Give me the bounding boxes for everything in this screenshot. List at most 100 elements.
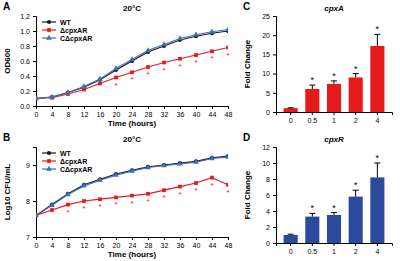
tick-label: 1.2 <box>20 13 30 20</box>
tick-mark <box>33 106 36 107</box>
tick: 44 <box>209 106 217 118</box>
tick-mark <box>290 243 291 246</box>
panel-letter: D <box>243 132 250 143</box>
tick: 16 <box>97 106 105 118</box>
tick-mark <box>312 243 313 246</box>
marker <box>129 56 135 61</box>
tick-label: 0 <box>266 240 270 247</box>
tick: 20 <box>113 237 121 249</box>
marker <box>98 197 102 201</box>
tick-mark <box>33 31 36 32</box>
tick-mark <box>273 16 276 17</box>
marker <box>161 162 167 167</box>
chart-title: 20°C <box>123 135 141 144</box>
x-axis-line <box>37 238 229 241</box>
tick-mark <box>164 237 165 240</box>
error-bar <box>377 34 378 46</box>
tick: 1 <box>332 243 336 255</box>
tick: 0 <box>266 109 276 116</box>
tick-label: 32 <box>161 111 169 118</box>
tick: 4 <box>375 243 379 255</box>
tick-mark <box>52 237 53 240</box>
tick: 12 <box>262 144 276 151</box>
y-axis: 0.00.20.40.60.81.01.2 <box>20 13 36 110</box>
tick-mark <box>33 237 36 238</box>
tick-label: 0 <box>289 248 293 255</box>
significance: * <box>178 62 181 71</box>
x-axis-title: Time (hours) <box>108 250 157 259</box>
significance: * <box>130 199 133 208</box>
chart-title: 20°C <box>123 4 141 13</box>
marker <box>210 156 214 160</box>
y-axis: 0510152025 <box>262 13 276 116</box>
tick-label: 5 <box>266 90 270 97</box>
tick: 32 <box>161 237 169 249</box>
tick-label: 44 <box>209 242 217 249</box>
tick-label: 2 <box>266 224 270 231</box>
tick-label: 12 <box>262 144 270 151</box>
tick-mark <box>377 112 378 115</box>
bar <box>284 108 298 112</box>
tick-mark <box>212 106 213 109</box>
marker <box>114 76 118 80</box>
marker <box>50 208 54 212</box>
tick: 2 <box>354 112 358 124</box>
tick-label: 0 <box>35 111 39 118</box>
tick-mark <box>312 112 313 115</box>
marker <box>146 165 150 169</box>
tick-label: 40 <box>193 111 201 118</box>
marker <box>178 57 182 61</box>
tick: 15 <box>262 51 276 58</box>
significance: * <box>146 197 149 206</box>
tick: 5 <box>266 90 276 97</box>
tick: 8 <box>266 176 276 183</box>
panel: 024681012Fold ChangecpxR00.5124**** <box>243 135 393 255</box>
marker <box>49 94 55 99</box>
tick-mark <box>132 106 133 109</box>
y-axis: 024681012 <box>262 144 276 247</box>
marker <box>145 47 151 52</box>
tick-mark <box>84 237 85 240</box>
series-line <box>36 157 228 215</box>
chart-title: cpxR <box>324 135 344 144</box>
tick-label: 1 <box>332 117 336 124</box>
significance: * <box>311 75 315 85</box>
tick-mark <box>355 112 356 115</box>
tick-label: 4 <box>375 248 379 255</box>
tick-label: 32 <box>161 242 169 249</box>
tick-mark <box>68 106 69 109</box>
tick-mark <box>84 106 85 109</box>
significance: * <box>162 193 165 202</box>
tick: 24 <box>129 106 137 118</box>
tick-label: 48 <box>225 242 233 249</box>
tick: 24 <box>129 237 137 249</box>
legend-marker <box>46 35 52 40</box>
legend-label: ΔcpxAR <box>60 27 87 35</box>
tick-label: 15 <box>262 51 270 58</box>
marker <box>162 163 166 167</box>
legend-marker <box>47 151 51 155</box>
tick-label: 2 <box>354 248 358 255</box>
series-line <box>36 30 228 99</box>
tick: 40 <box>193 237 201 249</box>
marker <box>36 212 39 217</box>
tick-label: 28 <box>145 242 153 249</box>
legend-label: CΔcpxAR <box>60 166 92 174</box>
marker <box>129 168 135 173</box>
plot-area <box>284 34 385 112</box>
tick: 0 <box>266 240 276 247</box>
tick: 10 <box>262 70 276 77</box>
tick-mark <box>273 163 276 164</box>
tick-mark <box>33 16 36 17</box>
tick: 40 <box>193 106 201 118</box>
marker <box>177 35 183 40</box>
tick: 0.2 <box>20 88 36 95</box>
marker <box>113 65 119 70</box>
tick-label: 24 <box>129 242 137 249</box>
marker <box>161 41 167 46</box>
y-axis-line <box>273 17 277 113</box>
tick-label: 20 <box>113 111 121 118</box>
tick-label: 0.2 <box>20 88 30 95</box>
tick: 36 <box>177 237 185 249</box>
y-axis-title: OD600 <box>3 48 12 74</box>
